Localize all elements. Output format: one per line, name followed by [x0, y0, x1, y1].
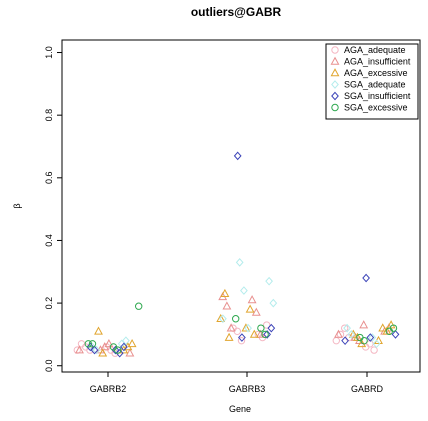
legend-label: SGA_insufficient	[344, 91, 411, 101]
data-point	[343, 323, 351, 333]
data-point	[216, 313, 226, 323]
data-point	[244, 323, 252, 333]
data-point	[263, 330, 271, 339]
y-tick-label: 0.4	[44, 234, 54, 247]
data-point	[222, 301, 232, 310]
legend-label: SGA_excessive	[344, 103, 408, 113]
data-point	[86, 342, 95, 352]
data-point	[232, 315, 240, 323]
y-tick-label: 0.2	[44, 297, 54, 310]
data-point	[389, 324, 398, 332]
data-point	[84, 340, 93, 348]
data-point	[237, 336, 246, 345]
data-point	[235, 258, 244, 267]
data-point	[334, 329, 343, 338]
data-point	[332, 336, 340, 345]
plot-frame	[61, 39, 421, 373]
data-point	[224, 332, 234, 341]
legend-marker	[331, 91, 339, 101]
chart-title: outliers@GABR	[191, 5, 282, 19]
data-point	[357, 338, 367, 348]
data-point	[341, 324, 349, 332]
data-point	[368, 333, 377, 342]
x-tick-label: GABRD	[351, 384, 384, 394]
data-point	[115, 348, 124, 358]
data-point	[233, 151, 242, 161]
y-tick-label: 0.0	[44, 359, 54, 372]
data-point	[125, 348, 135, 357]
series-SGA_excessive	[84, 302, 398, 354]
data-point	[122, 336, 130, 346]
data-point	[90, 345, 99, 355]
data-point	[348, 329, 358, 338]
series-SGA_insufficient	[86, 151, 400, 358]
data-point	[226, 323, 236, 332]
data-point	[135, 302, 143, 310]
data-point	[94, 326, 103, 335]
legend-marker	[330, 68, 340, 77]
y-axis: 0.0 0.2 0.4 0.6 0.8 1.0	[44, 46, 62, 372]
data-point	[240, 286, 248, 295]
data-point	[238, 333, 246, 342]
data-point	[366, 333, 375, 342]
data-point	[120, 342, 128, 352]
x-axis-label: Gene	[229, 404, 251, 414]
data-point	[247, 295, 257, 304]
x-axis: GABRB2 GABRB3 GABRD	[90, 372, 384, 394]
data-point	[347, 330, 356, 339]
x-tick-label: GABRB2	[90, 384, 127, 394]
x-tick-label: GABRB3	[229, 384, 266, 394]
data-point	[245, 304, 255, 313]
legend-label: AGA_insufficient	[344, 57, 411, 67]
data-point	[362, 273, 370, 283]
data-point	[265, 276, 273, 286]
data-point	[257, 324, 265, 332]
legend-marker	[331, 103, 339, 112]
data-point	[75, 345, 84, 354]
legend: AGA_adequate AGA_insufficientAGA_excessiv…	[325, 43, 419, 120]
data-point	[114, 346, 122, 354]
data-point	[261, 330, 269, 339]
data-point	[391, 330, 400, 339]
data-points	[73, 151, 400, 358]
data-point	[104, 338, 114, 348]
data-point	[111, 345, 120, 355]
data-point	[267, 323, 276, 333]
legend-marker	[331, 80, 339, 89]
data-point	[220, 288, 230, 297]
data-point	[98, 348, 108, 357]
data-point	[378, 323, 388, 332]
data-point	[88, 340, 97, 348]
legend-marker	[331, 46, 339, 54]
legend-label: AGA_adequate	[344, 45, 406, 55]
legend-box	[325, 43, 419, 120]
y-axis-label: β	[12, 203, 22, 208]
series-AGA_excessive	[94, 288, 396, 357]
y-tick-label: 0.8	[44, 109, 54, 122]
data-point	[370, 346, 378, 354]
data-point	[341, 336, 349, 346]
data-point	[269, 298, 278, 308]
data-point	[263, 321, 271, 329]
data-point	[127, 338, 137, 348]
data-point	[241, 323, 251, 332]
data-point	[360, 336, 368, 345]
data-point	[92, 345, 101, 355]
y-tick-label: 0.6	[44, 172, 54, 185]
data-point	[219, 314, 227, 324]
legend-marker	[330, 56, 340, 65]
series-SGA_adequate	[88, 258, 381, 355]
data-point	[359, 320, 369, 329]
data-point	[372, 339, 381, 349]
data-point	[249, 329, 259, 338]
legend-label: SGA_adequate	[344, 80, 406, 90]
data-point	[251, 307, 261, 316]
legend-label: AGA_excessive	[344, 68, 408, 78]
y-tick-label: 1.0	[44, 46, 54, 59]
